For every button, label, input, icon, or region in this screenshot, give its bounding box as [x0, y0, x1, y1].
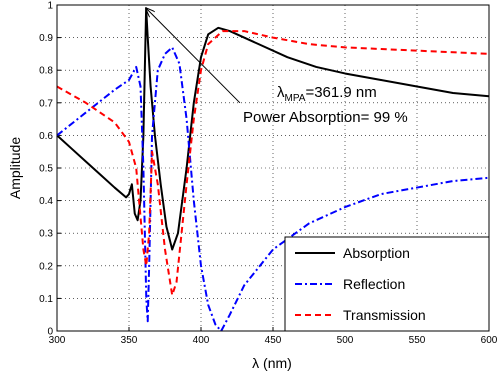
plot-frame	[56, 4, 490, 332]
legend-label: Transmission	[343, 307, 426, 323]
y-tick-label: 0.4	[39, 196, 53, 207]
x-axis-label: λ (nm)	[252, 355, 292, 371]
y-tick-label: 0	[47, 327, 53, 338]
annotation-symbol: λ	[277, 84, 285, 101]
x-tick-label: 600	[481, 335, 498, 346]
y-tick-label: 0.7	[39, 98, 53, 109]
y-tick-label: 1	[47, 1, 53, 12]
annotation-text: λMPA=361.9 nm	[277, 84, 377, 104]
annotation-arrow	[146, 8, 241, 104]
annotation-value: =361.9 nm	[305, 84, 376, 101]
y-tick-label: 0.3	[39, 229, 53, 240]
x-tick-label: 450	[265, 335, 282, 346]
series-line	[56, 30, 490, 297]
series-line	[56, 46, 490, 332]
x-tick-label: 400	[193, 335, 210, 346]
x-tick-label: 350	[121, 335, 138, 346]
y-tick-label: 0.9	[39, 33, 53, 44]
y-tick-label: 0.6	[39, 131, 53, 142]
series-line	[56, 7, 490, 251]
x-tick-label: 300	[49, 335, 66, 346]
annotation-subscript: MPA	[285, 93, 306, 104]
legend-label: Reflection	[343, 276, 405, 292]
x-tick-label: 500	[337, 335, 354, 346]
y-tick-label: 0.2	[39, 261, 53, 272]
y-tick-label: 0.8	[39, 66, 53, 77]
legend-label: Absorption	[343, 245, 410, 261]
x-tick-label: 550	[409, 335, 426, 346]
annotation-text: Power Absorption= 99 %	[243, 109, 408, 126]
y-tick-label: 0.1	[39, 294, 53, 305]
y-tick-label: 0.5	[39, 164, 53, 175]
y-axis-label: Amplitude	[7, 137, 23, 199]
